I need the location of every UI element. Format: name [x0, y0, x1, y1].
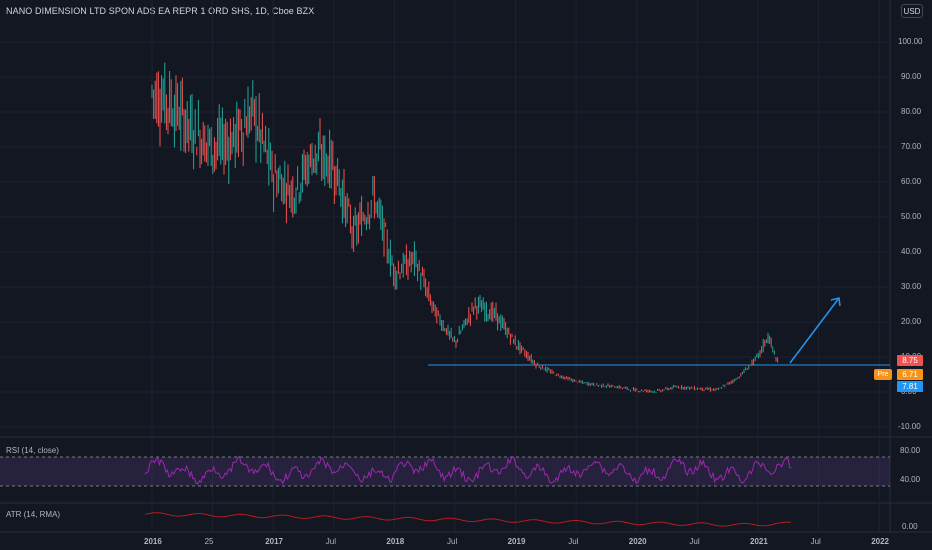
atr-line: [144, 512, 792, 527]
support-line-tag: 7.81: [897, 381, 923, 392]
rsi-tick-80: 80.00: [900, 446, 921, 455]
price-tick: 90.00: [901, 72, 922, 81]
price-tick: 40.00: [901, 247, 922, 256]
time-label: 2019: [507, 537, 526, 546]
rsi-legend[interactable]: RSI (14, close): [6, 446, 59, 455]
price-tick: -10.00: [898, 422, 921, 431]
time-label: Jul: [810, 537, 821, 546]
time-label: 2021: [750, 537, 768, 546]
time-label: 2017: [265, 537, 283, 546]
currency-button[interactable]: USD: [901, 4, 923, 18]
time-label: 2016: [144, 537, 162, 546]
time-label: Jul: [689, 537, 700, 546]
price-tick: 60.00: [901, 177, 922, 186]
rsi-line: [144, 455, 792, 485]
price-tick: 70.00: [901, 142, 922, 151]
time-label: Jul: [568, 537, 579, 546]
arrow-head-icon: [830, 297, 841, 307]
time-label: Jul: [325, 537, 337, 546]
premarket-price-tag: 6.71: [897, 369, 923, 380]
last-price-tag: 8.75: [897, 355, 923, 366]
price-tick: 50.00: [901, 212, 922, 221]
atr-legend[interactable]: ATR (14, RMA): [6, 510, 61, 519]
atr-tick-0: 0.00: [902, 522, 918, 531]
time-label: 2018: [386, 537, 405, 546]
price-tick: 100.00: [898, 37, 923, 46]
price-tick: 80.00: [901, 107, 922, 116]
chart-title: NANO DIMENSION LTD SPON ADS EA REPR 1 OR…: [6, 6, 315, 16]
time-label: 2020: [628, 537, 647, 546]
price-tick: 30.00: [901, 282, 922, 291]
projection-arrow: [789, 297, 840, 364]
candles: [151, 62, 779, 394]
rsi-tick-40: 40.00: [900, 475, 921, 484]
time-label: Jul: [447, 537, 458, 546]
time-label: 2022: [871, 537, 889, 546]
premarket-label: Pre: [874, 369, 892, 380]
time-label: 25: [204, 537, 214, 546]
price-tick: 20.00: [901, 317, 922, 326]
